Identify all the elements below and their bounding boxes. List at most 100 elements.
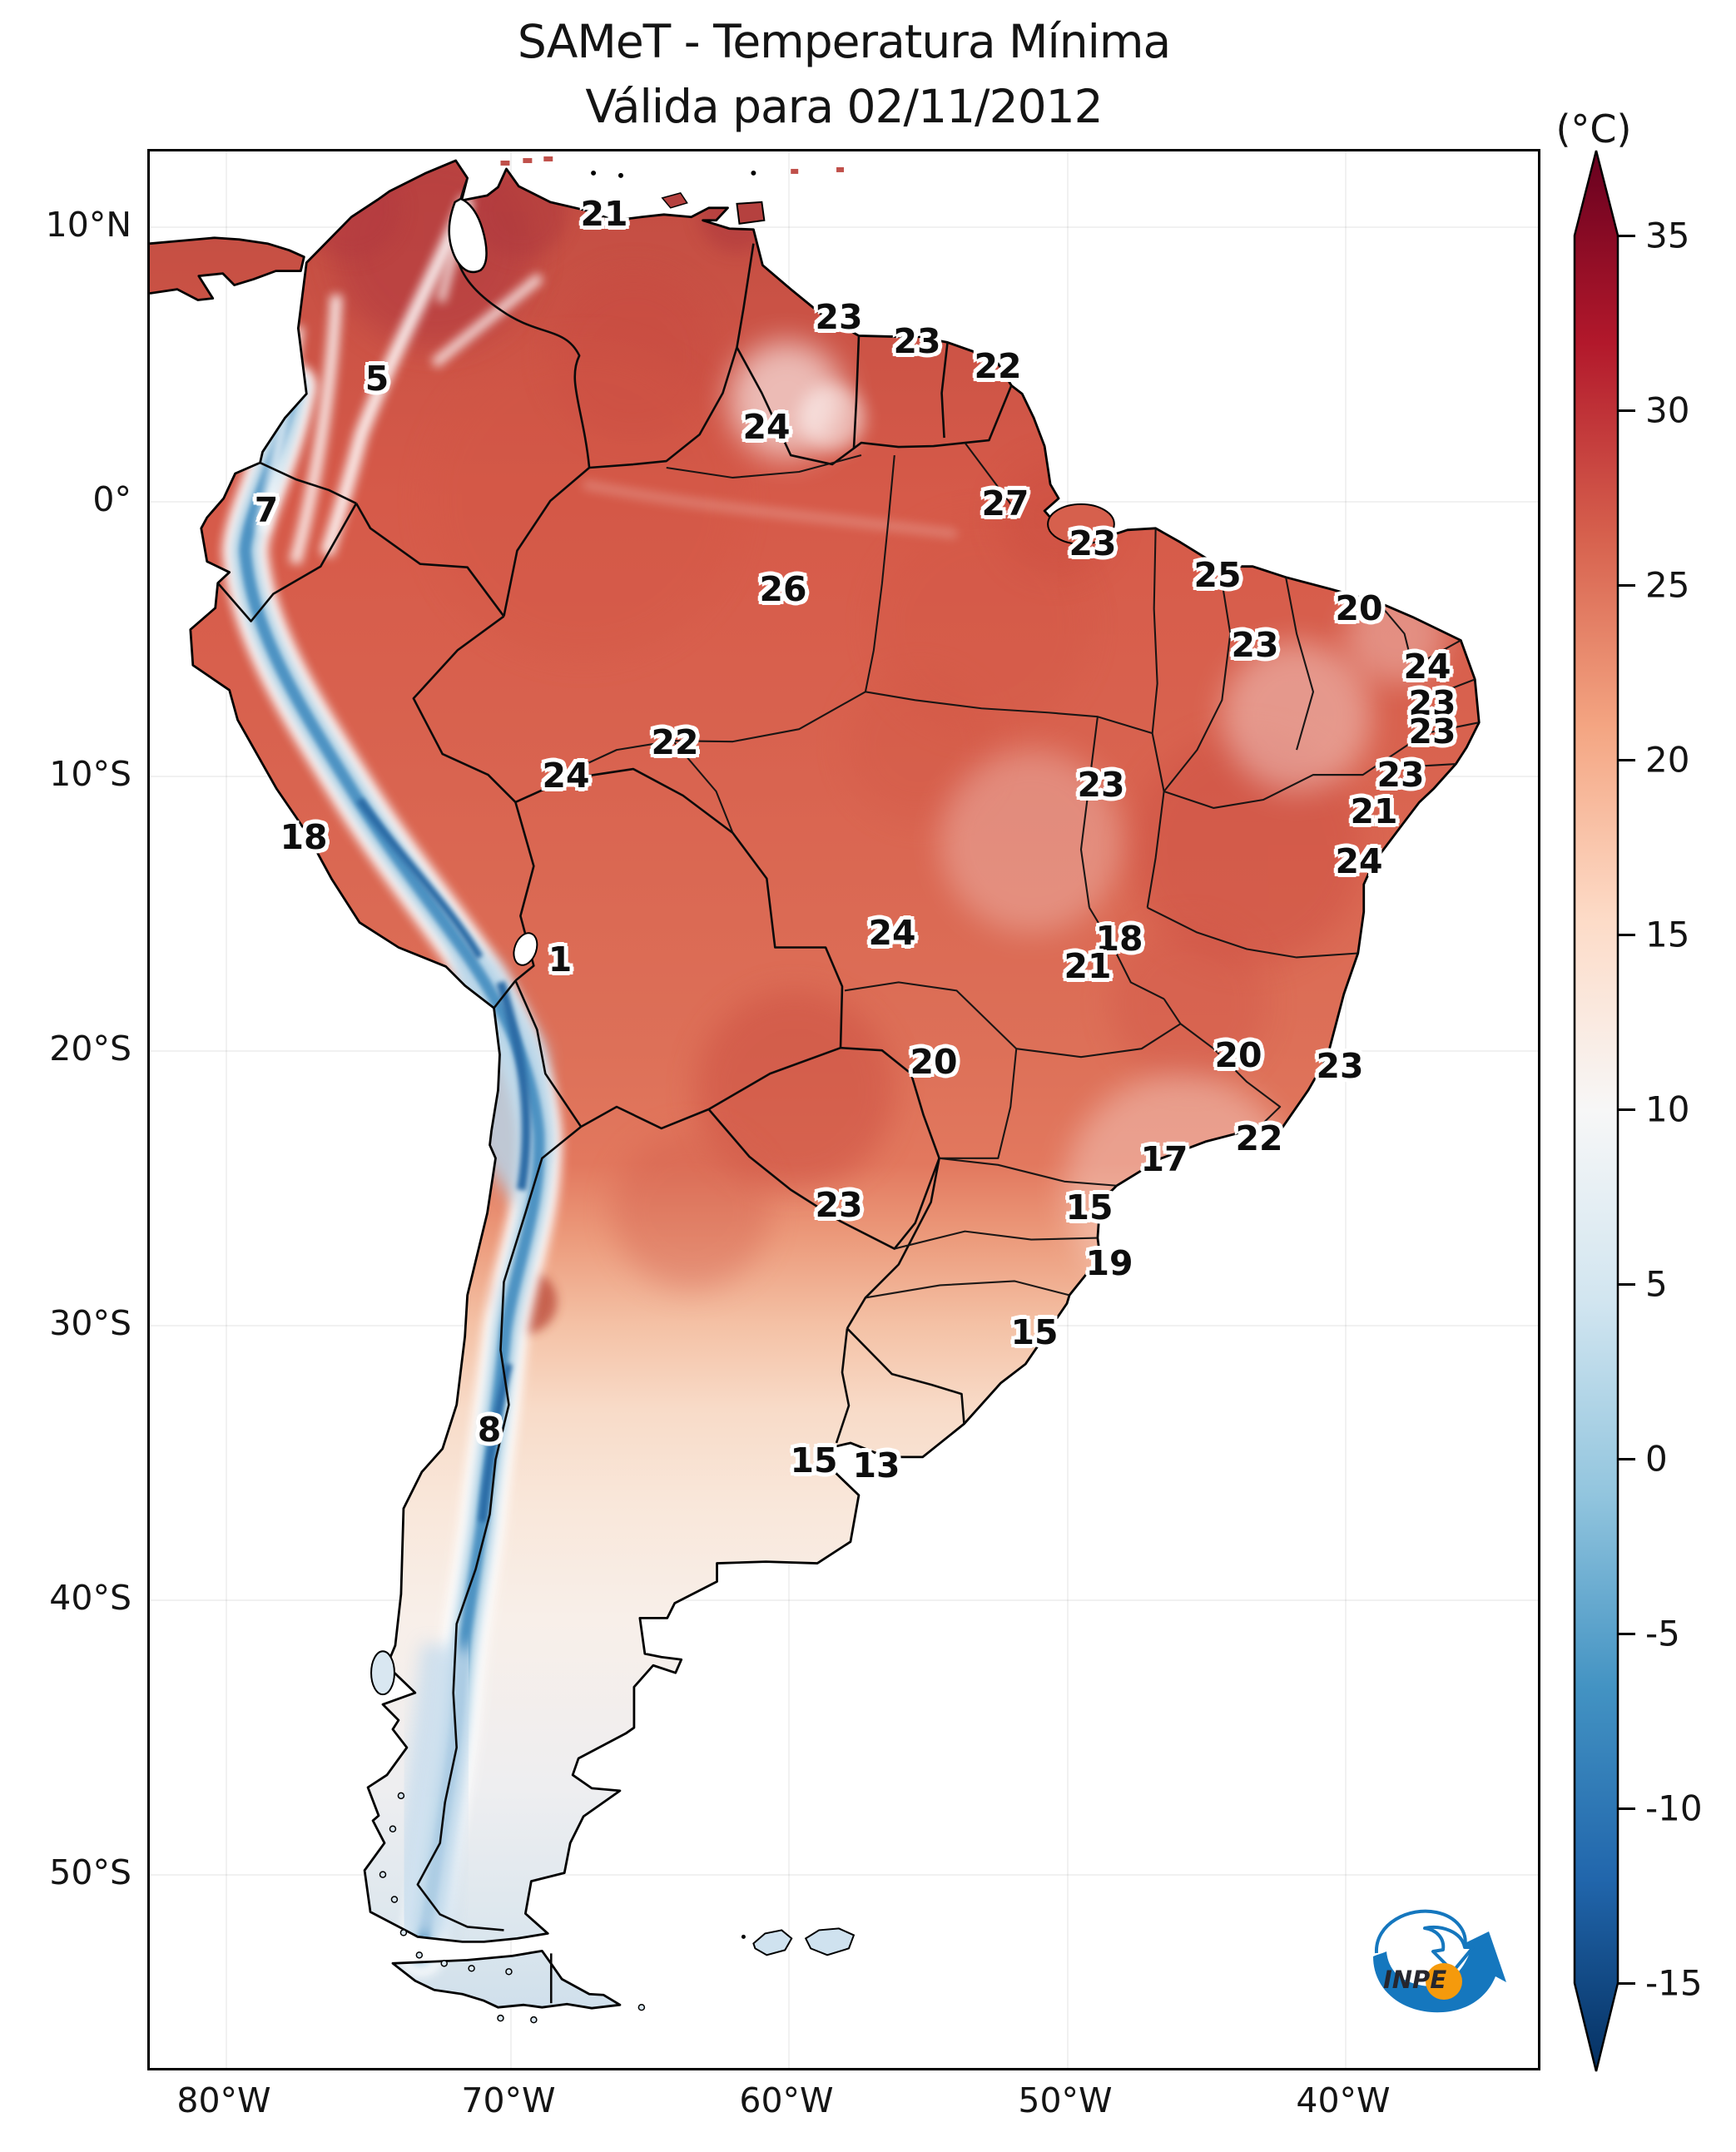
temperature-value-label: 23 <box>1077 765 1125 805</box>
colorbar-tick-mark <box>1618 234 1635 237</box>
temperature-value-label: 21 <box>1064 946 1112 986</box>
inpe-wave-outline <box>1374 1909 1467 1954</box>
temperature-value-label: 24 <box>1335 841 1383 881</box>
temperature-value-label: 23 <box>1376 755 1425 795</box>
lon-tick-label: 50°W <box>1018 2080 1113 2120</box>
colorbar-tick-mark <box>1618 583 1635 587</box>
temperature-value-label: 23 <box>1316 1046 1364 1086</box>
colorbar-tick-mark <box>1618 758 1635 761</box>
lon-gridline <box>1345 151 1347 2068</box>
map-title: SAMeT - Temperatura Mínima <box>517 15 1171 68</box>
lat-gridline <box>150 1599 1538 1601</box>
state-borders <box>563 442 1480 1299</box>
temperature-value-label: 24 <box>542 756 590 796</box>
temperature-value-label: 20 <box>1214 1035 1262 1075</box>
colorbar-tick-label: 15 <box>1645 914 1690 955</box>
temperature-value-label: 23 <box>815 297 863 337</box>
temperature-value-label: 25 <box>1193 555 1242 595</box>
lon-tick-label: 70°W <box>461 2080 556 2120</box>
colorbar-tick-label: 25 <box>1645 564 1690 606</box>
lat-tick-label: 50°S <box>49 1852 131 1892</box>
lakes-islands <box>370 156 1115 2024</box>
temperature-value-label: 18 <box>280 817 328 857</box>
temperature-value-label: 17 <box>1140 1139 1188 1179</box>
colorbar-tick-label: -5 <box>1645 1613 1680 1654</box>
temperature-value-label: 27 <box>981 483 1029 523</box>
marajo-island <box>1047 503 1115 545</box>
temperature-value-label: 7 <box>254 490 279 530</box>
lat-tick-label: 40°S <box>49 1578 131 1618</box>
temperature-value-label: 18 <box>1095 919 1143 959</box>
lat-tick-label: 20°S <box>49 1029 131 1069</box>
inpe-swoosh <box>1373 1931 1506 2013</box>
temperature-value-label: 23 <box>1069 523 1117 563</box>
lake-titicaca <box>513 932 538 966</box>
inpe-arrow-down-outline <box>1423 1926 1475 1973</box>
falkland-west <box>752 1929 793 1956</box>
lon-tick-label: 60°W <box>739 2080 834 2120</box>
margarita-island <box>661 192 688 209</box>
colorbar-tick-label: 0 <box>1645 1438 1668 1480</box>
temperature-value-label: 22 <box>974 346 1022 386</box>
temperature-value-label: 5 <box>365 359 389 399</box>
temperature-value-label: 19 <box>1085 1243 1133 1283</box>
colorbar-tick-label: 30 <box>1645 389 1690 431</box>
lon-gridline <box>226 151 227 2068</box>
lat-gridline <box>150 1874 1538 1876</box>
temperature-value-label: 23 <box>1408 712 1456 751</box>
map-axes-frame: 21 23 23 22 24 27 23 25 20 23 26 5 7 24 23 23 23 21 24 22 24… <box>147 149 1540 2070</box>
temperature-value-label: 20 <box>1335 588 1383 628</box>
temperature-value-label: 24 <box>742 407 791 447</box>
chiloe-island <box>370 1650 395 1696</box>
temperature-value-label: 26 <box>759 569 807 609</box>
lat-gridline <box>150 226 1538 228</box>
temperature-value-label: 24 <box>868 913 916 953</box>
colorbar-tick-mark <box>1618 1457 1635 1460</box>
colorbar-tick-mark <box>1618 1108 1635 1111</box>
colorbar-gradient-bar <box>1573 150 1619 2072</box>
inpe-logo: INPE <box>1373 1909 1506 2013</box>
colorbar-tick-mark <box>1618 409 1635 412</box>
falkland-east <box>804 1927 856 1956</box>
temperature-value-label: 15 <box>790 1440 838 1480</box>
south-america-map <box>150 156 1481 2024</box>
colorbar-tick-label: 10 <box>1645 1088 1690 1130</box>
temperature-labels-layer: 21 23 23 22 24 27 23 25 20 23 26 5 7 24 23 23 23 21 24 22 24… <box>150 151 1538 2068</box>
coastline <box>150 159 1481 2010</box>
temperature-value-label: 24 <box>1403 647 1451 687</box>
temperature-value-label: 15 <box>1065 1188 1114 1227</box>
trinidad-island <box>736 201 766 225</box>
temperature-value-label: 8 <box>477 1410 502 1450</box>
temperature-value-label: 13 <box>852 1445 900 1485</box>
colorbar-tick-mark <box>1618 1632 1635 1635</box>
colorbar-unit-label: (°C) <box>1555 107 1632 151</box>
inpe-logo-text: INPE <box>1383 1966 1446 1994</box>
temperature-value-label: 15 <box>1010 1312 1059 1352</box>
inpe-orange-ball <box>1426 1963 1462 2000</box>
colorbar-tick-mark <box>1618 933 1635 936</box>
temperature-value-label: 23 <box>893 321 941 361</box>
colorbar-tick-mark <box>1618 1282 1635 1286</box>
lon-tick-label: 40°W <box>1296 2080 1391 2120</box>
temperature-value-label: 23 <box>815 1185 863 1225</box>
temperature-value-label: 1 <box>548 940 573 979</box>
lat-tick-label: 10°N <box>45 205 131 245</box>
temperature-value-label: 23 <box>1231 625 1279 665</box>
lat-tick-label: 0° <box>92 479 131 519</box>
temperature-value-label: 22 <box>1235 1118 1283 1158</box>
colorbar-tick-mark <box>1618 1981 1635 1985</box>
lat-tick-label: 30°S <box>49 1303 131 1343</box>
temperature-value-label: 22 <box>651 722 699 762</box>
colorbar-tick-label: -10 <box>1645 1788 1703 1829</box>
colorbar-tick-label: 20 <box>1645 739 1690 781</box>
temperature-value-label: 20 <box>910 1042 958 1082</box>
colorbar-tick-mark <box>1618 1807 1635 1810</box>
colorbar-tick-label: 35 <box>1645 215 1690 256</box>
temperature-value-label: 21 <box>1350 791 1398 831</box>
map-subtitle: Válida para 02/11/2012 <box>585 80 1103 133</box>
lake-maracaibo <box>448 197 488 273</box>
colorbar-tick-label: -15 <box>1645 1962 1703 2004</box>
lat-tick-label: 10°S <box>49 754 131 794</box>
